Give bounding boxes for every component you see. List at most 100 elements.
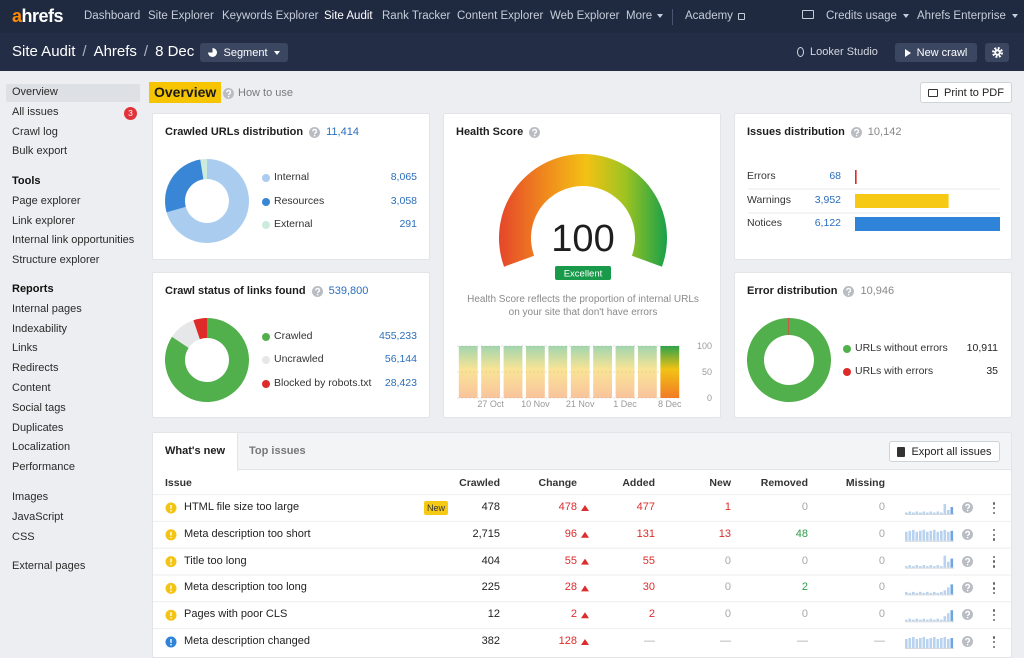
sidebar-item[interactable]: Structure explorer xyxy=(6,252,140,270)
sparkline-bar xyxy=(929,530,933,541)
nav-item[interactable]: Site Explorer xyxy=(148,10,214,22)
nav-label: Credits usage xyxy=(826,10,897,22)
nav-right-item[interactable]: Credits usage xyxy=(826,10,909,22)
sidebar-item[interactable]: Crawl log xyxy=(6,124,140,142)
row-menu[interactable] xyxy=(992,528,996,541)
sidebar-item[interactable]: JavaScript xyxy=(6,509,140,527)
sidebar-item[interactable]: All issues 3 xyxy=(6,104,140,122)
tab-bar xyxy=(153,433,1011,470)
sidebar-item[interactable]: Duplicates xyxy=(6,420,140,438)
column-header: Removed xyxy=(760,477,808,489)
menu-dot xyxy=(992,645,996,648)
help-icon[interactable] xyxy=(223,88,234,99)
help-icon[interactable] xyxy=(962,636,973,647)
external-icon xyxy=(737,12,745,20)
sparkline-bar xyxy=(926,531,929,541)
issue-type-value[interactable]: 68 xyxy=(829,170,841,182)
cell: 2 xyxy=(570,608,577,621)
segment-icon xyxy=(208,48,218,57)
help-glyph xyxy=(965,503,971,510)
breadcrumb-item[interactable]: 8 Dec xyxy=(155,43,195,60)
sidebar-item[interactable]: Content xyxy=(6,380,140,398)
nav-item[interactable]: Keywords Explorer xyxy=(222,10,319,22)
sidebar-item[interactable]: Social tags xyxy=(6,400,140,418)
sidebar-item[interactable]: Redirects xyxy=(6,360,140,378)
sidebar-label: External pages xyxy=(12,560,86,572)
settings-button[interactable] xyxy=(985,43,1009,62)
export-label: Export all issues xyxy=(911,445,992,458)
tab[interactable]: What's new xyxy=(165,445,226,457)
sparkline-bar xyxy=(908,638,912,648)
sidebar-item[interactable]: Bulk export xyxy=(6,143,140,161)
issue-bar xyxy=(855,217,1000,231)
help-icon[interactable] xyxy=(962,609,973,621)
help-icon[interactable] xyxy=(529,126,541,138)
tab[interactable]: Top issues xyxy=(249,445,306,457)
nav-item[interactable]: Rank Tracker xyxy=(382,10,450,22)
sidebar-item[interactable]: Indexability xyxy=(6,321,140,339)
sidebar-item[interactable]: Performance xyxy=(6,459,140,477)
sparkline-bar xyxy=(905,619,908,622)
looker-studio[interactable]: Looker Studio xyxy=(797,46,878,58)
help-icon[interactable] xyxy=(962,528,973,540)
nav-item[interactable]: More xyxy=(626,10,664,22)
help-circle xyxy=(962,555,973,567)
sidebar-item[interactable]: Link explorer xyxy=(6,213,140,231)
nav-item[interactable]: Web Explorer xyxy=(550,10,619,22)
help-icon[interactable] xyxy=(962,555,973,567)
how-to-use[interactable]: How to use xyxy=(238,87,294,99)
print-button[interactable]: Print to PDF xyxy=(920,82,1012,103)
issues-bars xyxy=(748,170,1000,231)
row-menu[interactable] xyxy=(992,555,996,568)
issue-name[interactable]: Pages with poor CLS xyxy=(184,608,288,621)
menu-dot xyxy=(992,618,996,622)
help-icon[interactable] xyxy=(962,582,973,594)
sidebar-item[interactable]: Images xyxy=(6,489,140,507)
error-distribution-card: Error distribution 10,946 URLs without err… xyxy=(734,272,1012,418)
nav-item[interactable]: Dashboard xyxy=(84,10,140,22)
card-header: Crawl status of links found 539,800 xyxy=(165,285,368,297)
sidebar-item[interactable]: Overview xyxy=(6,84,140,102)
help-icon[interactable] xyxy=(843,285,855,297)
change-up-icon xyxy=(581,612,589,619)
nav-item[interactable]: Site Audit xyxy=(324,10,373,22)
nav-item[interactable]: Academy xyxy=(685,10,745,22)
help-icon[interactable] xyxy=(962,502,973,513)
issue-name[interactable]: HTML file size too large xyxy=(184,501,300,513)
row-menu[interactable] xyxy=(992,502,996,514)
row-menu[interactable] xyxy=(992,636,996,648)
breadcrumb-item[interactable]: Ahrefs xyxy=(93,43,137,60)
issue-name[interactable]: Meta description too long xyxy=(184,581,307,594)
help-icon[interactable] xyxy=(311,285,323,297)
sidebar-item[interactable]: Internal pages xyxy=(6,301,140,319)
page-title: Overview xyxy=(149,82,222,103)
segment-button[interactable]: Segment xyxy=(200,43,288,62)
issue-type-value[interactable]: 6,122 xyxy=(814,217,841,229)
sidebar-item[interactable]: Links xyxy=(6,340,140,358)
sidebar-item[interactable]: External pages xyxy=(6,558,140,576)
nav-item[interactable]: Content Explorer xyxy=(457,10,543,22)
sparkline-bar xyxy=(943,637,947,648)
sidebar-item[interactable]: Page explorer xyxy=(6,193,140,211)
legend-dot xyxy=(843,368,851,376)
row-menu[interactable] xyxy=(992,582,996,595)
issue-name[interactable]: Meta description changed xyxy=(184,635,310,647)
issue-name[interactable]: Meta description too short xyxy=(184,527,311,540)
sidebar-label: Images xyxy=(12,491,49,503)
issue-icon-dot xyxy=(170,643,172,646)
help-icon[interactable] xyxy=(850,126,862,138)
help-dot xyxy=(316,293,318,295)
issue-name[interactable]: Title too long xyxy=(184,554,247,567)
export-button[interactable]: Export all issues xyxy=(889,441,1000,462)
new-crawl-button[interactable]: New crawl xyxy=(895,43,977,62)
logo[interactable]: ahrefs xyxy=(12,6,64,26)
sidebar-item[interactable]: CSS xyxy=(6,529,140,547)
cell: — xyxy=(797,635,808,647)
sidebar-item[interactable]: Localization xyxy=(6,439,140,457)
row-menu[interactable] xyxy=(992,609,996,622)
help-icon[interactable] xyxy=(309,126,321,138)
nav-right-item[interactable]: Ahrefs Enterprise xyxy=(917,10,1018,22)
issue-type-value[interactable]: 3,952 xyxy=(814,194,841,206)
breadcrumb-item[interactable]: Site Audit xyxy=(12,43,76,60)
sidebar-item[interactable]: Internal link opportunities xyxy=(6,232,140,250)
